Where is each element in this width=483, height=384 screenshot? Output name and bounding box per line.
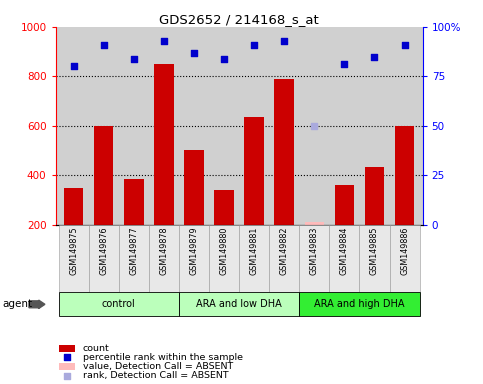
Text: GSM149880: GSM149880 (220, 227, 228, 275)
FancyBboxPatch shape (89, 225, 119, 292)
Text: GSM149884: GSM149884 (340, 227, 349, 275)
Bar (64, 187, 84, 225)
Title: GDS2652 / 214168_s_at: GDS2652 / 214168_s_at (159, 13, 319, 26)
Point (341, 61, 348, 68)
Bar (124, 179, 143, 225)
Text: GSM149886: GSM149886 (400, 227, 409, 275)
Bar (304, 222, 324, 225)
Text: GSM149875: GSM149875 (69, 227, 78, 275)
FancyBboxPatch shape (119, 225, 149, 292)
Bar (94, 126, 114, 225)
Bar (365, 167, 384, 225)
Text: GSM149885: GSM149885 (370, 227, 379, 275)
Text: GSM149878: GSM149878 (159, 227, 169, 275)
FancyBboxPatch shape (58, 225, 89, 292)
Point (70, 63, 77, 70)
Point (311, 123, 318, 129)
Bar (184, 151, 204, 225)
FancyBboxPatch shape (329, 225, 359, 292)
FancyBboxPatch shape (149, 225, 179, 292)
Bar (335, 185, 354, 225)
FancyBboxPatch shape (179, 225, 209, 292)
Bar (274, 79, 294, 225)
Text: percentile rank within the sample: percentile rank within the sample (83, 353, 243, 362)
Point (190, 50, 198, 56)
FancyBboxPatch shape (58, 292, 179, 316)
Point (401, 41, 409, 48)
Text: ARA and high DHA: ARA and high DHA (314, 299, 405, 310)
Point (280, 38, 288, 44)
FancyBboxPatch shape (239, 225, 269, 292)
FancyBboxPatch shape (179, 292, 299, 316)
FancyBboxPatch shape (299, 225, 329, 292)
Point (63, 354, 71, 361)
Text: GSM149881: GSM149881 (250, 227, 258, 275)
Point (220, 55, 228, 61)
Bar (59, 345, 75, 351)
FancyBboxPatch shape (209, 225, 239, 292)
Text: GSM149879: GSM149879 (189, 227, 199, 275)
Text: GSM149883: GSM149883 (310, 227, 319, 275)
Point (100, 41, 108, 48)
FancyBboxPatch shape (389, 225, 420, 292)
Point (370, 53, 378, 60)
FancyBboxPatch shape (359, 225, 389, 292)
Bar (214, 190, 234, 225)
FancyBboxPatch shape (269, 225, 299, 292)
Point (250, 41, 258, 48)
Text: count: count (83, 344, 110, 353)
Text: agent: agent (2, 299, 32, 310)
Point (130, 55, 138, 61)
Point (160, 38, 168, 44)
Text: GSM149877: GSM149877 (129, 227, 138, 275)
Text: ARA and low DHA: ARA and low DHA (196, 299, 282, 310)
Bar (59, 363, 75, 370)
Bar (244, 117, 264, 225)
Text: value, Detection Call = ABSENT: value, Detection Call = ABSENT (83, 362, 233, 371)
FancyBboxPatch shape (299, 292, 420, 316)
Text: control: control (102, 299, 136, 310)
Text: rank, Detection Call = ABSENT: rank, Detection Call = ABSENT (83, 371, 228, 380)
Text: GSM149882: GSM149882 (280, 227, 289, 275)
Bar (395, 126, 414, 225)
Point (63, 372, 71, 379)
Text: GSM149876: GSM149876 (99, 227, 108, 275)
Bar (154, 64, 174, 225)
